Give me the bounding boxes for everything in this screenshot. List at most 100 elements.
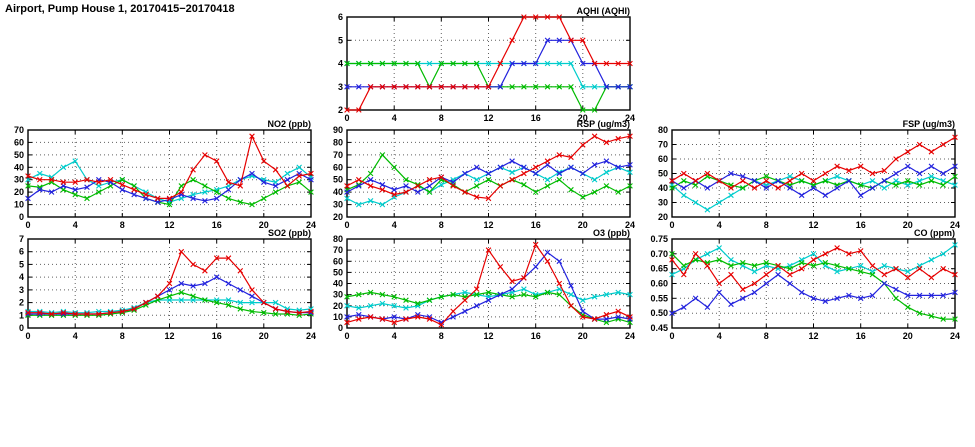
chart-svg: 0 4 8 12 16 20 24 20 30 40 50 60 70 80 FSP (ug/m3) (658, 119, 960, 230)
svg-text:16: 16 (856, 331, 866, 341)
svg-text:4: 4 (338, 59, 343, 69)
svg-text:20: 20 (903, 331, 913, 341)
svg-text:0: 0 (338, 323, 343, 333)
svg-text:80: 80 (658, 125, 668, 135)
svg-text:40: 40 (333, 279, 343, 289)
svg-text:5: 5 (19, 259, 24, 269)
svg-text:20: 20 (578, 220, 588, 230)
svg-text:4: 4 (73, 331, 78, 341)
svg-text:24: 24 (625, 220, 635, 230)
svg-text:30: 30 (333, 200, 343, 210)
svg-text:40: 40 (658, 183, 668, 193)
svg-text:12: 12 (808, 331, 818, 341)
svg-text:8: 8 (764, 220, 769, 230)
svg-text:24: 24 (625, 331, 635, 341)
svg-text:8: 8 (439, 220, 444, 230)
svg-text:0: 0 (669, 220, 674, 230)
svg-text:0.55: 0.55 (650, 293, 668, 303)
svg-text:0: 0 (344, 113, 349, 123)
svg-text:50: 50 (14, 150, 24, 160)
svg-text:40: 40 (333, 187, 343, 197)
chart-svg: 0 4 8 12 16 20 24 0.45 0.50 0.55 0.60 0.65 0.70 0.75 C… (650, 228, 960, 341)
svg-text:90: 90 (333, 125, 343, 135)
svg-text:0: 0 (25, 331, 30, 341)
svg-text:0.50: 0.50 (650, 308, 668, 318)
svg-text:8: 8 (764, 331, 769, 341)
svg-text:RSP (ug/m3): RSP (ug/m3) (577, 119, 630, 129)
svg-text:30: 30 (333, 290, 343, 300)
svg-text:16: 16 (531, 113, 541, 123)
svg-text:4: 4 (392, 220, 397, 230)
svg-text:30: 30 (14, 175, 24, 185)
svg-text:3: 3 (338, 82, 343, 92)
chart-co: 0 4 8 12 16 20 24 0.45 0.50 0.55 0.60 0.65 0.70 0.75 C… (640, 226, 969, 351)
svg-text:24: 24 (625, 113, 635, 123)
svg-text:12: 12 (483, 113, 493, 123)
svg-text:70: 70 (14, 125, 24, 135)
svg-text:0.65: 0.65 (650, 264, 668, 274)
svg-text:0: 0 (19, 323, 24, 333)
chart-rsp: 0 4 8 12 16 20 24 20 30 40 50 60 70 80 90 RSP (ug/m3) (315, 117, 644, 240)
svg-text:16: 16 (212, 220, 222, 230)
chart-fsp: 0 4 8 12 16 20 24 20 30 40 50 60 70 80 FSP (ug/m3) (640, 117, 969, 240)
svg-text:20: 20 (333, 301, 343, 311)
svg-text:8: 8 (439, 113, 444, 123)
chart-so2: 0 4 8 12 16 20 24 0 1 2 3 4 5 6 7 SO2 (ppb) (0, 226, 325, 351)
svg-text:50: 50 (333, 267, 343, 277)
chart-aqhi: 0 4 8 12 16 20 24 2 3 4 5 6 AQHI (AQHI) (315, 4, 644, 133)
svg-text:10: 10 (14, 200, 24, 210)
svg-text:4: 4 (392, 113, 397, 123)
svg-text:60: 60 (333, 256, 343, 266)
svg-text:AQHI (AQHI): AQHI (AQHI) (577, 6, 631, 16)
svg-text:FSP (ug/m3): FSP (ug/m3) (903, 119, 955, 129)
svg-text:2: 2 (19, 298, 24, 308)
svg-text:12: 12 (483, 331, 493, 341)
svg-text:4: 4 (19, 272, 24, 282)
svg-text:60: 60 (14, 137, 24, 147)
svg-text:12: 12 (483, 220, 493, 230)
svg-text:20: 20 (14, 187, 24, 197)
svg-text:20: 20 (578, 331, 588, 341)
svg-text:4: 4 (717, 220, 722, 230)
svg-text:60: 60 (333, 162, 343, 172)
svg-text:3: 3 (19, 285, 24, 295)
svg-text:24: 24 (306, 220, 316, 230)
svg-text:0.60: 0.60 (650, 279, 668, 289)
svg-text:7: 7 (19, 234, 24, 244)
svg-text:20: 20 (259, 220, 269, 230)
svg-text:O3 (ppb): O3 (ppb) (593, 228, 630, 238)
svg-text:0.45: 0.45 (650, 323, 668, 333)
svg-text:16: 16 (856, 220, 866, 230)
svg-text:80: 80 (333, 234, 343, 244)
chart-svg: 0 4 8 12 16 20 24 2 3 4 5 6 AQHI (AQHI) (338, 6, 635, 123)
svg-text:10: 10 (333, 312, 343, 322)
svg-text:0: 0 (344, 220, 349, 230)
svg-text:NO2 (ppb): NO2 (ppb) (268, 119, 312, 129)
svg-text:50: 50 (658, 169, 668, 179)
svg-text:40: 40 (14, 162, 24, 172)
svg-text:20: 20 (259, 331, 269, 341)
svg-text:24: 24 (306, 331, 316, 341)
svg-text:24: 24 (950, 220, 960, 230)
svg-text:8: 8 (120, 331, 125, 341)
svg-text:12: 12 (164, 331, 174, 341)
svg-text:20: 20 (658, 212, 668, 222)
chart-svg: 0 4 8 12 16 20 24 20 30 40 50 60 70 80 90 RSP (ug/m3) (333, 119, 635, 230)
svg-text:4: 4 (73, 220, 78, 230)
svg-text:5: 5 (338, 35, 343, 45)
svg-text:20: 20 (333, 212, 343, 222)
svg-text:70: 70 (333, 150, 343, 160)
svg-text:24: 24 (950, 331, 960, 341)
svg-text:20: 20 (903, 220, 913, 230)
svg-text:8: 8 (120, 220, 125, 230)
svg-text:8: 8 (439, 331, 444, 341)
svg-text:20: 20 (578, 113, 588, 123)
svg-text:16: 16 (531, 331, 541, 341)
svg-text:80: 80 (333, 137, 343, 147)
svg-text:6: 6 (338, 12, 343, 22)
svg-text:0.75: 0.75 (650, 234, 668, 244)
